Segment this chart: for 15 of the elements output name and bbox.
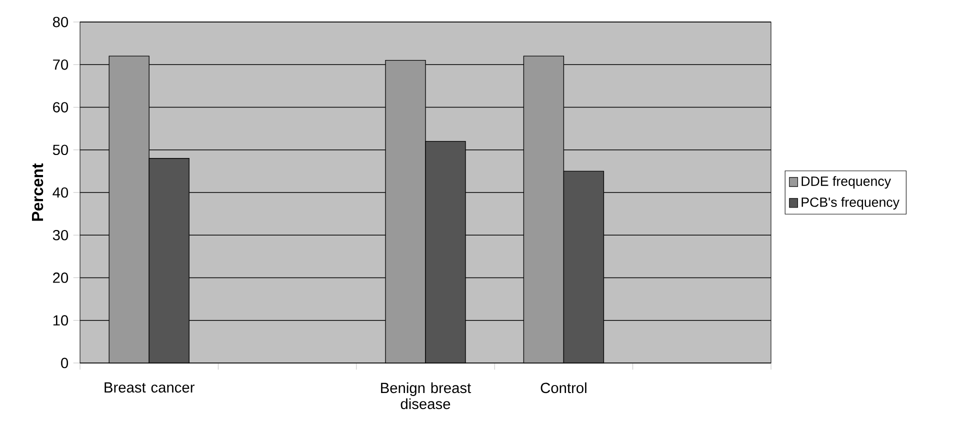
legend-label: PCB's frequency: [802, 197, 900, 210]
y-tick-label: 0: [61, 358, 68, 368]
y-tick-label: 20: [53, 272, 68, 283]
y-tick-label: 70: [53, 59, 68, 70]
y-tick-label: 10: [53, 315, 68, 326]
y-tick-label: 40: [52, 187, 68, 198]
x-tick-label: Breast cancer: [104, 382, 195, 393]
legend-label: DDE frequency: [802, 176, 892, 189]
y-axis-title: Percent: [32, 163, 44, 221]
y-tick-label: 80: [52, 16, 68, 28]
x-tick-label: Control: [540, 382, 586, 394]
y-tick-label: 60: [53, 102, 68, 112]
x-tick-label: Benign breast disease: [381, 382, 472, 410]
y-tick-label: 50: [52, 144, 68, 156]
y-tick-label: 30: [52, 230, 68, 240]
